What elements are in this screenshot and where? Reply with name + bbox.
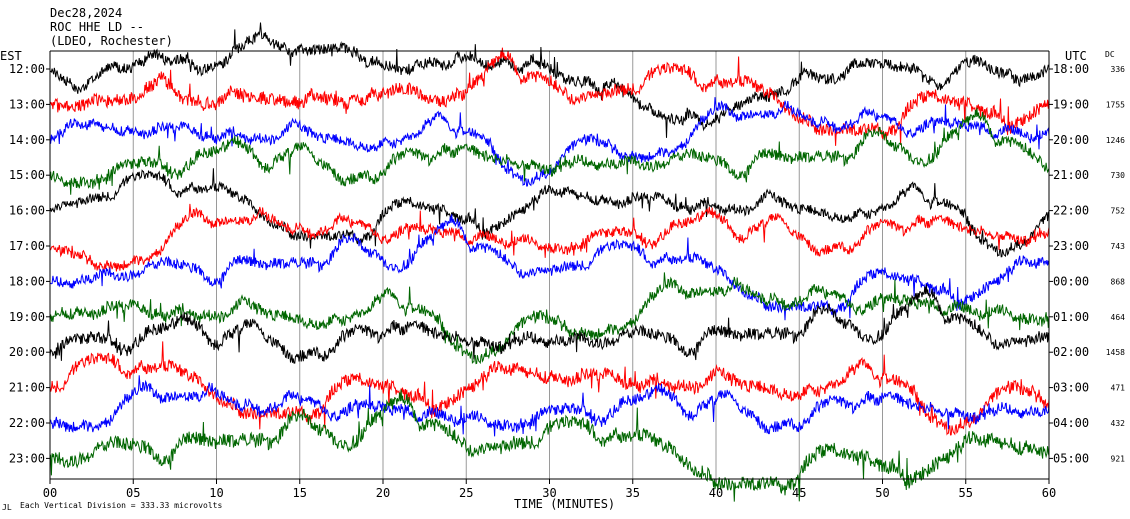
dc-value-1400: 1246 — [1106, 136, 1125, 145]
dc-value-1700: 743 — [1111, 242, 1126, 251]
est-label-1200: 12:00 — [9, 62, 45, 76]
utc-label-0500: 05:00 — [1053, 451, 1089, 465]
x-tick-label-20: 20 — [376, 486, 390, 500]
trace-2200 — [49, 375, 1050, 437]
x-tick-label-30: 30 — [542, 486, 556, 500]
utc-axis-label: UTC — [1065, 49, 1087, 63]
dc-value-1600: 752 — [1111, 207, 1126, 216]
footer-mark: JL — [2, 503, 12, 512]
est-label-1600: 16:00 — [9, 204, 45, 218]
x-tick-label-55: 55 — [959, 486, 973, 500]
dc-value-2200: 432 — [1111, 419, 1126, 428]
x-tick-label-10: 10 — [209, 486, 223, 500]
dc-value-2100: 471 — [1111, 384, 1126, 393]
x-tick-label-60: 60 — [1042, 486, 1056, 500]
utc-label-0000: 00:00 — [1053, 274, 1089, 288]
utc-label-0400: 04:00 — [1053, 416, 1089, 430]
trace-1200 — [49, 22, 1050, 138]
plot-frame — [49, 50, 1050, 480]
x-tick-label-45: 45 — [792, 486, 806, 500]
utc-label-0100: 01:00 — [1053, 310, 1089, 324]
utc-label-0300: 03:00 — [1053, 381, 1089, 395]
est-label-2100: 21:00 — [9, 381, 45, 395]
x-tick-label-35: 35 — [626, 486, 640, 500]
trace-2000 — [49, 284, 1050, 364]
dc-value-1500: 730 — [1111, 171, 1126, 180]
x-tick-label-50: 50 — [875, 486, 889, 500]
est-label-2300: 23:00 — [9, 451, 45, 465]
dc-value-1300: 1755 — [1106, 100, 1125, 109]
dc-value-1900: 464 — [1111, 313, 1126, 322]
trace-1500 — [49, 107, 1050, 195]
title-line-3: (LDEO, Rochester) — [50, 34, 173, 48]
trace-2100 — [49, 341, 1050, 436]
utc-label-1800: 18:00 — [1053, 62, 1089, 76]
utc-label-0200: 02:00 — [1053, 345, 1089, 359]
utc-label-2000: 20:00 — [1053, 133, 1089, 147]
est-label-2000: 20:00 — [9, 345, 45, 359]
utc-label-1900: 19:00 — [1053, 97, 1089, 111]
dc-column-label: DC — [1105, 50, 1115, 59]
title-line-1: Dec28,2024 — [50, 6, 122, 20]
vertical-gridlines — [49, 51, 1050, 484]
chart-title: Dec28,2024 ROC HHE LD -- (LDEO, Rocheste… — [50, 6, 173, 48]
est-label-1400: 14:00 — [9, 133, 45, 147]
dc-value-2300: 921 — [1111, 454, 1126, 463]
x-tick-label-15: 15 — [293, 486, 307, 500]
utc-label-2100: 21:00 — [1053, 168, 1089, 182]
est-label-1800: 18:00 — [9, 274, 45, 288]
x-tick-label-40: 40 — [709, 486, 723, 500]
axis-labels: 00 05 10 15 20 25 30 35 40 45 50 55 60 12:00 18:00 336 1… — [9, 62, 1125, 500]
trace-1600 — [49, 168, 1050, 258]
est-axis-label: EST — [0, 49, 22, 63]
utc-label-2200: 22:00 — [1053, 204, 1089, 218]
dc-value-1200: 336 — [1111, 65, 1126, 74]
x-axis-title: TIME (MINUTES) — [514, 497, 615, 511]
trace-1400 — [49, 97, 1050, 187]
x-tick-label-05: 05 — [126, 486, 140, 500]
trace-1900 — [49, 272, 1050, 365]
est-label-1300: 13:00 — [9, 97, 45, 111]
trace-1300 — [49, 47, 1050, 146]
title-line-2: ROC HHE LD -- — [50, 20, 144, 34]
x-tick-label-00: 00 — [43, 486, 57, 500]
est-label-1500: 15:00 — [9, 168, 45, 182]
trace-1800 — [49, 214, 1050, 321]
dc-value-1800: 868 — [1111, 277, 1126, 286]
seismic-traces — [49, 22, 1050, 502]
utc-label-2300: 23:00 — [1053, 239, 1089, 253]
dc-value-2000: 1458 — [1106, 348, 1125, 357]
trace-1700 — [49, 203, 1050, 272]
scale-footer: Each Vertical Division = 333.33 microvol… — [20, 501, 222, 510]
x-tick-label-25: 25 — [459, 486, 473, 500]
est-label-1900: 19:00 — [9, 310, 45, 324]
trace-2300 — [49, 389, 1050, 502]
est-label-1700: 17:00 — [9, 239, 45, 253]
est-label-2200: 22:00 — [9, 416, 45, 430]
